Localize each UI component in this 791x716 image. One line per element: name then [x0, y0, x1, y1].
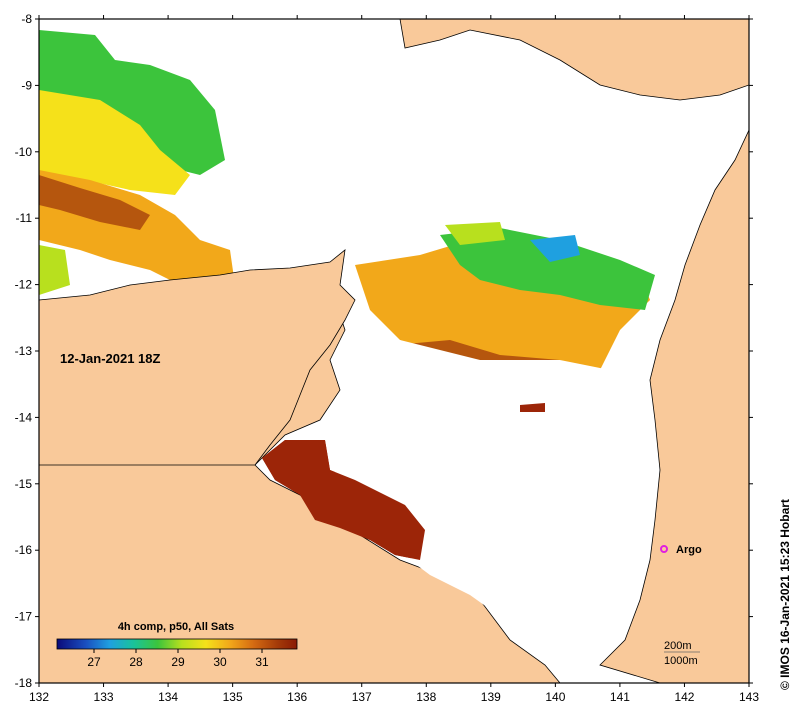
- lon-tick-label: 138: [416, 690, 436, 704]
- colorbar-gradient: [56, 638, 298, 650]
- lat-tick-label: -17: [15, 610, 33, 624]
- lon-tick-label: 135: [223, 690, 243, 704]
- lat-tick-label: -14: [15, 410, 33, 424]
- sst-patch-sw-red-gulf: [262, 440, 425, 560]
- lat-tick-label: -11: [16, 211, 33, 225]
- land-layer: [39, 19, 749, 683]
- colorbar-tick-label: 27: [87, 655, 101, 669]
- lon-tick-label: 140: [545, 690, 565, 704]
- lon-tick-label: 141: [610, 690, 630, 704]
- argo-icon: [660, 545, 668, 553]
- credit-text: © IMOS 16-Jan-2021 15:23 Hobart: [778, 499, 791, 690]
- date-label: 12-Jan-2021 18Z: [60, 351, 161, 366]
- land-new-guinea: [399, 19, 749, 101]
- sst-patch-central-yellow: [445, 222, 505, 245]
- sst-patch-nw-yellow: [39, 90, 190, 195]
- gulf-of-carpentaria: [325, 335, 655, 665]
- sst-patch-left-green: [39, 245, 70, 295]
- sst-patch-south-spots: [520, 403, 545, 412]
- lon-tick-label: 137: [352, 690, 372, 704]
- lon-tick-label: 142: [674, 690, 694, 704]
- argo-marker: Argo: [660, 544, 702, 556]
- land-arnhem-land: [39, 249, 356, 466]
- lat-tick-label: -12: [15, 278, 33, 292]
- contour-1000m-label: 1000m: [664, 655, 698, 667]
- colorbar-tick-label: 31: [255, 655, 269, 669]
- colorbar-tick-label: 28: [129, 655, 143, 669]
- colorbar-title: 4h comp, p50, All Sats: [118, 621, 234, 633]
- colorbar-tick-label: 30: [213, 655, 227, 669]
- lat-tick-label: -18: [15, 676, 33, 690]
- sst-patch-central-blue: [530, 235, 580, 262]
- lat-tick-label: -10: [15, 145, 33, 159]
- lon-tick-label: 134: [158, 690, 178, 704]
- lat-tick-label: -9: [21, 78, 32, 92]
- contour-legend: 200m 1000m: [664, 640, 700, 667]
- lon-tick-label: 133: [94, 690, 114, 704]
- lon-tick-label: 136: [287, 690, 307, 704]
- lat-tick-label: -16: [15, 543, 33, 557]
- sst-patch-nw-dark: [39, 175, 150, 230]
- lon-tick-label: 143: [739, 690, 759, 704]
- colorbar-tick-label: 29: [171, 655, 185, 669]
- lat-tick-label: -15: [15, 477, 33, 491]
- lon-tick-label: 139: [481, 690, 501, 704]
- sst-patch-nw-green: [39, 30, 225, 175]
- argo-label: Argo: [676, 544, 702, 556]
- axis-ticks: 132 133 134 135 136 137 138 139 140 141 142 143 -8 -9…: [15, 12, 760, 704]
- lat-tick-label: -13: [15, 344, 33, 358]
- lat-tick-label: -8: [21, 12, 32, 26]
- colorbar: 4h comp, p50, All Sats 27 28 29 30 31: [56, 621, 298, 669]
- lon-tick-label: 132: [29, 690, 49, 704]
- contour-200m-label: 200m: [664, 640, 692, 652]
- sst-patch-central-green: [440, 228, 655, 310]
